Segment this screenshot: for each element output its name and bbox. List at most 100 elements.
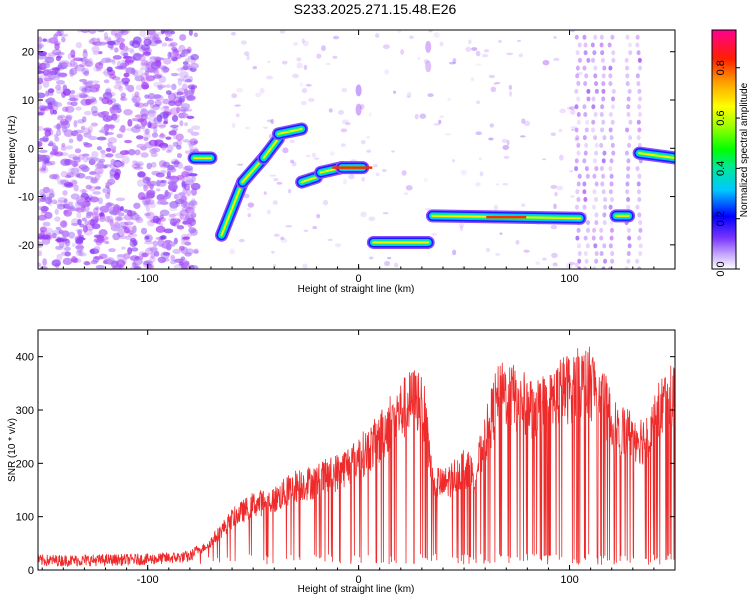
- spectrogram-noise-blob: [41, 60, 51, 66]
- spectrogram-noise-blob: [94, 167, 104, 175]
- spectrogram-noise-blob: [584, 142, 589, 148]
- spectrogram-noise-blob: [154, 39, 163, 44]
- spectrogram-noise-blob: [125, 127, 134, 132]
- snr-panel: -100 0 100 0 100 200 300 400 Height of straight…: [7, 329, 676, 595]
- spectrogram-noise-blob: [638, 220, 643, 226]
- spectrogram-noise-blob: [523, 249, 530, 253]
- spectrogram-noise-blob: [266, 119, 272, 123]
- spectrogram-noise-blob: [130, 247, 139, 252]
- spectrogram-noise-blob: [159, 214, 164, 220]
- spectrogram-noise-blob: [123, 252, 131, 260]
- spectrogram-noise-blob: [38, 70, 45, 74]
- spectrogram-noise-blob: [290, 159, 294, 164]
- spectrogram-noise-blob: [384, 69, 390, 75]
- spectrogram-noise-blob: [48, 142, 56, 147]
- colorbar-tick-label: 0.0: [715, 261, 727, 276]
- spectrogram-noise-blob: [285, 225, 293, 228]
- spectrogram-noise-blob: [574, 127, 579, 133]
- spectrogram-noise-blob: [131, 93, 138, 98]
- spectrogram-noise-blob: [144, 247, 154, 255]
- spectrogram-noise-blob: [329, 151, 335, 156]
- spectrogram-noise-blob: [158, 123, 166, 129]
- spectrogram-noise-blob: [178, 245, 185, 251]
- spectrogram-noise-blob: [184, 122, 189, 127]
- spectrogram-noise-blob: [610, 119, 615, 125]
- spectrogram-noise-blob: [155, 172, 165, 178]
- spectrogram-noise-blob: [81, 87, 87, 94]
- spectrogram-noise-blob: [171, 57, 179, 62]
- spectrogram-noise-blob: [141, 81, 149, 90]
- colorbar-tick-label: 0.2: [715, 211, 727, 226]
- spectrogram-noise-blob: [508, 84, 513, 90]
- spectrogram-noise-blob: [425, 208, 432, 211]
- spectrogram-noise-blob: [140, 196, 149, 200]
- spectrogram-noise-blob: [188, 142, 194, 151]
- spectrogram-noise-blob: [78, 164, 88, 170]
- spectrogram-noise-blob: [190, 62, 199, 70]
- spectrogram-noise-blob: [173, 91, 179, 99]
- spectrogram-noise-blob: [117, 253, 126, 258]
- spectrogram-noise-blob: [83, 110, 92, 116]
- spectrogram-noise-blob: [135, 52, 142, 60]
- spectrogram-noise-blob: [594, 150, 599, 156]
- spectrogram-noise-blob: [124, 139, 133, 144]
- spectrogram-noise-blob: [60, 251, 71, 256]
- spectrogram-noise-blob: [105, 124, 113, 128]
- spectrogram-noise-blob: [485, 247, 491, 253]
- snr-ylabel: SNR (10 * v/v): [7, 418, 18, 482]
- spectrogram-noise-blob: [179, 213, 184, 220]
- spectrogram-noise-blob: [119, 205, 124, 212]
- spectrogram-noise-blob: [343, 178, 347, 185]
- spectrogram-noise-blob: [149, 183, 154, 190]
- spectrogram-noise-blob: [570, 126, 577, 130]
- spectrogram-noise-blob: [138, 54, 146, 62]
- spectrogram-noise-blob: [576, 111, 581, 117]
- spectrogram-noise-blob: [96, 67, 102, 72]
- spectrogram-noise-blob: [243, 51, 250, 56]
- spectrogram-noise-blob: [599, 42, 604, 48]
- spectrogram-noise-blob: [193, 248, 199, 254]
- spectrogram-noise-blob: [281, 60, 288, 65]
- spectrogram-noise-blob: [125, 30, 131, 34]
- spectrogram-noise-blob: [135, 84, 143, 91]
- spectrogram-noise-blob: [64, 246, 72, 251]
- spectrogram-noise-blob: [626, 196, 631, 202]
- spectrogram-noise-blob: [624, 150, 629, 156]
- spectrogram-noise-blob: [80, 125, 86, 131]
- spectrogram-noise-blob: [600, 104, 605, 110]
- spectrogram-noise-blob: [78, 57, 87, 62]
- spectrogram-noise-blob: [38, 50, 48, 57]
- spectrogram-noise-blob: [568, 261, 576, 265]
- spectrogram-noise-blob: [83, 260, 91, 266]
- spectrogram-noise-blob: [164, 239, 172, 244]
- spectrogram-noise-blob: [103, 36, 112, 41]
- spectrogram-noise-blob: [64, 115, 72, 123]
- spectrogram-noise-blob: [59, 241, 65, 248]
- spectrogram-noise-blob: [269, 174, 277, 177]
- spectrogram-noise-blob: [516, 39, 522, 43]
- spectrogram-noise-blob: [583, 266, 588, 269]
- spectrogram-noise-blob: [273, 177, 279, 182]
- spectrogram-noise-blob: [601, 158, 606, 164]
- spectrogram-noise-blob: [433, 123, 441, 126]
- spectrogram-noise-blob: [52, 145, 59, 153]
- spectrogram-noise-blob: [163, 105, 170, 110]
- spectrogram-noise-blob: [165, 84, 171, 89]
- spectrogram-noise-blob: [501, 138, 508, 143]
- spectrogram-noise-blob: [165, 90, 172, 95]
- spectrogram-noise-blob: [168, 130, 177, 136]
- spectrogram-ridge: [257, 132, 285, 165]
- spectrogram-noise-blob: [84, 60, 94, 68]
- spectrogram-noise-blob: [506, 52, 514, 56]
- spectrogram-noise-blob: [550, 224, 558, 230]
- spectrogram-noise-blob: [134, 266, 142, 269]
- spectrogram-ridge-layer: [262, 137, 280, 159]
- spectrogram-noise-blob: [483, 49, 490, 53]
- spectrogram-noise-blob: [305, 83, 312, 87]
- spectrogram-noise-blob: [91, 110, 99, 117]
- spectrogram-noise-blob: [184, 78, 192, 83]
- spectrogram-noise-blob: [170, 241, 176, 247]
- spectrogram-noise-blob: [161, 242, 171, 249]
- spectrogram-noise-blob: [542, 158, 547, 161]
- spectrogram-noise-blob: [132, 69, 139, 77]
